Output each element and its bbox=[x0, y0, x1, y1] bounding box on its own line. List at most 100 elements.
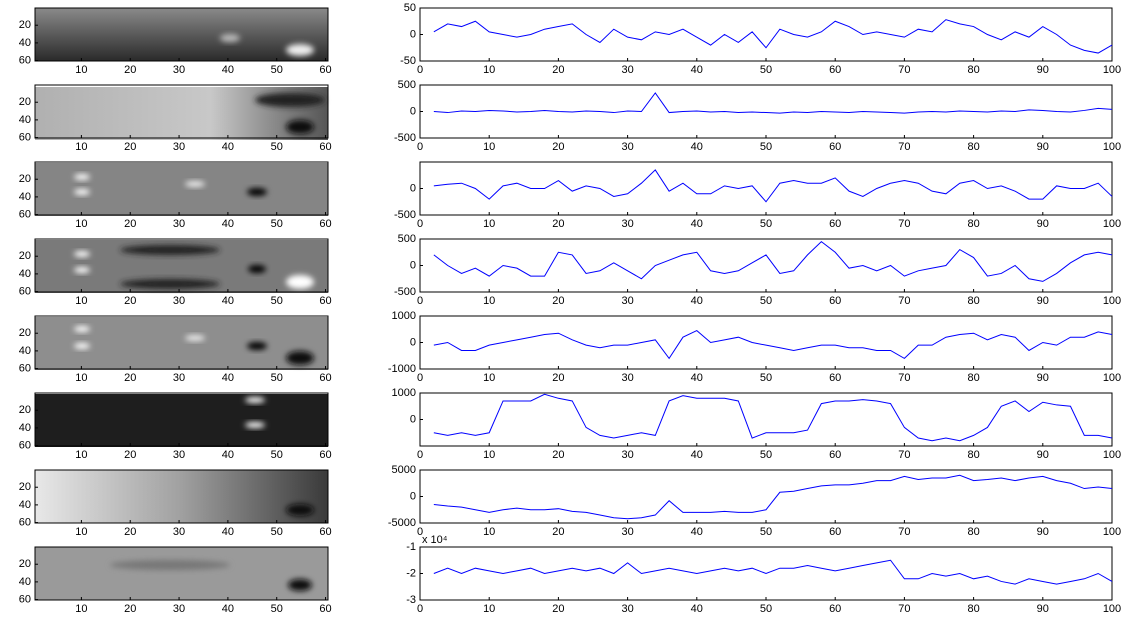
x-tick-label: 40 bbox=[222, 64, 234, 76]
y-tick-label: 0 bbox=[410, 28, 416, 40]
x-tick-label: 40 bbox=[691, 526, 703, 538]
x-tick-label: 70 bbox=[898, 295, 910, 307]
image-feature bbox=[245, 422, 265, 428]
x-tick-label: 30 bbox=[621, 603, 633, 615]
x-tick-label: 10 bbox=[483, 218, 495, 230]
x-tick-label: 80 bbox=[967, 372, 979, 384]
x-tick-label: 60 bbox=[829, 64, 841, 76]
y-tick-label: 0 bbox=[410, 490, 416, 502]
x-tick-label: 30 bbox=[621, 526, 633, 538]
image-feature bbox=[247, 188, 267, 196]
x-tick-label: 100 bbox=[1103, 218, 1121, 230]
y-tick-label: 40 bbox=[19, 268, 31, 280]
y-tick-label: 20 bbox=[19, 173, 31, 185]
image-feature bbox=[74, 174, 90, 180]
x-tick-label: 100 bbox=[1103, 526, 1121, 538]
x-tick-label: 50 bbox=[760, 372, 772, 384]
x-tick-label: 10 bbox=[75, 141, 87, 153]
image-feature bbox=[74, 189, 90, 195]
image-feature bbox=[245, 397, 265, 403]
y-tick-label: 60 bbox=[19, 54, 31, 66]
y-tick-label: 20 bbox=[19, 558, 31, 570]
data-line bbox=[433, 474, 1113, 520]
x-tick-label: 20 bbox=[124, 449, 136, 461]
x-tick-label: 90 bbox=[1037, 141, 1049, 153]
x-tick-label: 50 bbox=[271, 372, 283, 384]
y-tick-label: 50 bbox=[404, 2, 416, 14]
x-tick-label: 60 bbox=[829, 526, 841, 538]
y-tick-label: 20 bbox=[19, 96, 31, 108]
x-tick-label: 30 bbox=[621, 295, 633, 307]
x-tick-label: 70 bbox=[898, 372, 910, 384]
axes-frame bbox=[419, 7, 1113, 62]
x-tick-label: 80 bbox=[967, 218, 979, 230]
x-tick-label: 80 bbox=[967, 449, 979, 461]
x-tick-label: 30 bbox=[173, 141, 185, 153]
x-tick-label: 40 bbox=[222, 526, 234, 538]
image-feature bbox=[185, 181, 205, 187]
y-tick-label: 20 bbox=[19, 19, 31, 31]
x-tick-label: 50 bbox=[760, 295, 772, 307]
image-feature bbox=[74, 267, 90, 273]
image-feature bbox=[120, 279, 220, 289]
image-feature bbox=[110, 560, 230, 570]
image-feature bbox=[288, 579, 312, 591]
data-line bbox=[433, 240, 1113, 282]
x-tick-label: 30 bbox=[173, 218, 185, 230]
x-tick-label: 20 bbox=[552, 372, 564, 384]
axes-frame bbox=[419, 238, 1113, 293]
x-tick-label: 30 bbox=[173, 295, 185, 307]
x-tick-label: 40 bbox=[222, 218, 234, 230]
data-line bbox=[433, 393, 1113, 442]
x-tick-label: 70 bbox=[898, 141, 910, 153]
x-tick-label: 40 bbox=[691, 295, 703, 307]
x-tick-label: 10 bbox=[75, 449, 87, 461]
x-tick-label: 60 bbox=[319, 449, 331, 461]
x-tick-label: 10 bbox=[75, 372, 87, 384]
y-tick-label: 60 bbox=[19, 516, 31, 528]
x-tick-label: 10 bbox=[483, 141, 495, 153]
x-tick-label: 20 bbox=[124, 141, 136, 153]
y-tick-label: -500 bbox=[394, 286, 416, 298]
image bbox=[35, 394, 328, 447]
x-tick-label: 10 bbox=[483, 449, 495, 461]
x-tick-label: 20 bbox=[552, 295, 564, 307]
y-tick-label: -3 bbox=[406, 594, 416, 606]
image-feature bbox=[255, 93, 325, 107]
y-tick-label: 20 bbox=[19, 327, 31, 339]
x-tick-label: 0 bbox=[417, 218, 423, 230]
x-tick-label: 30 bbox=[621, 449, 633, 461]
x-tick-label: 10 bbox=[75, 526, 87, 538]
image-feature bbox=[74, 251, 90, 257]
x-tick-label: 60 bbox=[829, 603, 841, 615]
x-tick-label: 50 bbox=[271, 64, 283, 76]
x-tick-label: 20 bbox=[124, 64, 136, 76]
x-tick-label: 60 bbox=[829, 372, 841, 384]
x-tick-label: 40 bbox=[691, 141, 703, 153]
x-tick-label: 10 bbox=[483, 295, 495, 307]
x-tick-label: 0 bbox=[417, 603, 423, 615]
x-tick-label: 30 bbox=[173, 449, 185, 461]
data-line bbox=[433, 169, 1113, 203]
x-tick-label: 30 bbox=[173, 372, 185, 384]
x-tick-label: 20 bbox=[552, 218, 564, 230]
y-tick-label: 60 bbox=[19, 362, 31, 374]
y-tick-label: -1000 bbox=[388, 363, 416, 375]
x-tick-label: 90 bbox=[1037, 603, 1049, 615]
image bbox=[35, 8, 328, 61]
x-tick-label: 50 bbox=[271, 603, 283, 615]
y-tick-label: 0 bbox=[410, 259, 416, 271]
image-feature bbox=[286, 504, 314, 516]
axes-frame bbox=[34, 238, 329, 293]
x-tick-label: 70 bbox=[898, 526, 910, 538]
x-tick-label: 90 bbox=[1037, 295, 1049, 307]
x-tick-label: 100 bbox=[1103, 295, 1121, 307]
x-tick-label: 90 bbox=[1037, 372, 1049, 384]
y-tick-label: 0 bbox=[410, 336, 416, 348]
axis-exponent: x 10⁴ bbox=[422, 534, 448, 546]
x-tick-label: 30 bbox=[621, 141, 633, 153]
x-tick-label: 40 bbox=[691, 218, 703, 230]
x-tick-label: 30 bbox=[621, 64, 633, 76]
x-tick-label: 20 bbox=[552, 141, 564, 153]
